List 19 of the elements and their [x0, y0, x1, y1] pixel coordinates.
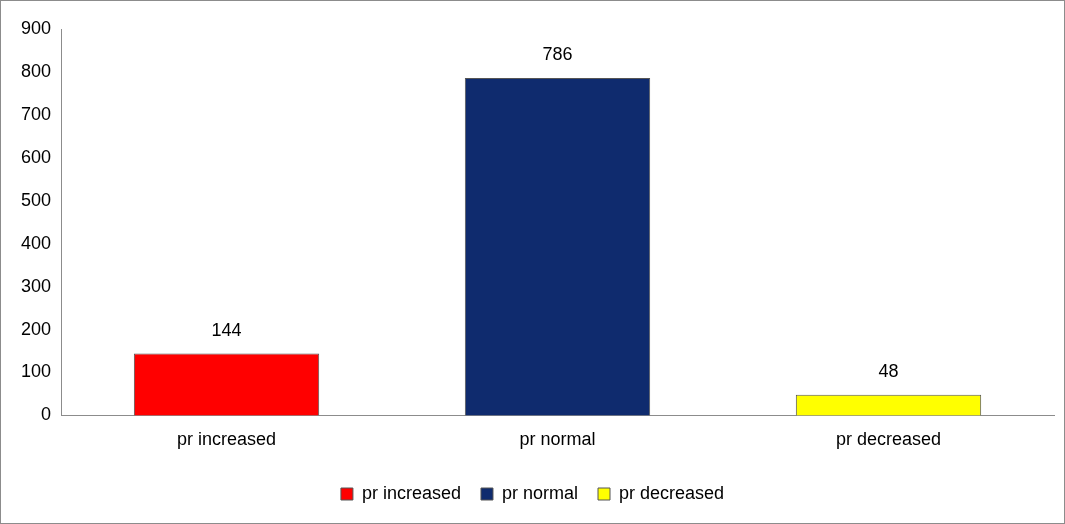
y-tick-label: 800	[20, 60, 52, 81]
y-tick-label: 900	[20, 17, 52, 38]
x-tick-label: pr increased	[177, 429, 277, 450]
data-label: 144	[211, 319, 242, 340]
y-tick-label: 100	[20, 361, 52, 382]
legend-label: pr decreased	[619, 482, 725, 503]
data-label: 786	[542, 43, 573, 64]
legend-label: pr increased	[361, 482, 461, 503]
y-tick-label: 0	[41, 404, 52, 425]
y-tick-label: 300	[20, 275, 52, 296]
y-tick-label: 200	[20, 318, 52, 339]
y-tick-label: 600	[20, 146, 52, 167]
x-tick-label: pr decreased	[835, 429, 942, 450]
y-tick-label: 700	[20, 103, 52, 124]
y-tick-label: 500	[20, 189, 52, 210]
legend-label: pr normal	[501, 482, 579, 503]
data-label: 48	[878, 360, 899, 381]
x-tick-label: pr normal	[519, 429, 596, 450]
y-tick-label: 400	[20, 232, 52, 253]
